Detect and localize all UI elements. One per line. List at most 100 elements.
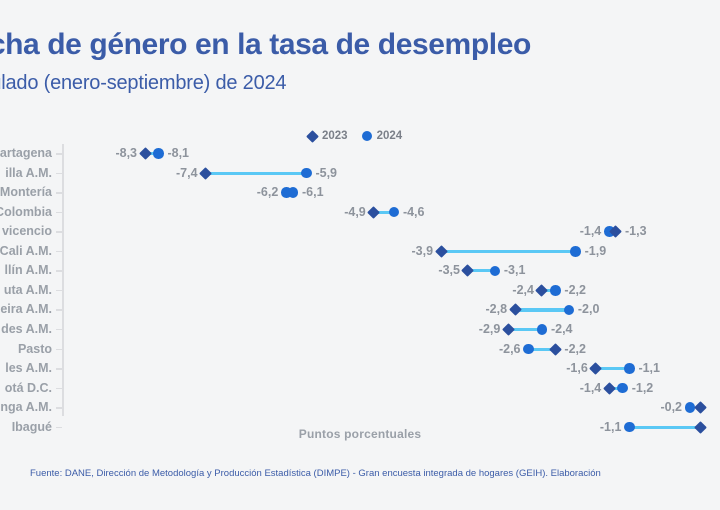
y-axis-line	[62, 144, 64, 416]
data-point-2024[interactable]	[388, 206, 400, 218]
axis-tick	[56, 250, 62, 253]
data-point-2023[interactable]	[602, 381, 616, 395]
row-label-colombia: Colombia	[0, 204, 52, 219]
data-point-2024[interactable]	[563, 304, 575, 316]
source-note: Fuente: DANE, Dirección de Metodología y…	[30, 468, 601, 479]
chart-row: eira A.M. -2,8 -2,0	[0, 300, 720, 320]
value-label-left: -0,2	[660, 400, 682, 415]
value-label-left: -6,2	[256, 185, 279, 200]
data-point-2024[interactable]	[301, 167, 312, 179]
axis-tick	[56, 231, 62, 233]
row-label-cali-a-m: Cali A.M.	[0, 243, 52, 258]
row-label-barranquilla-a-m: illa A.M.	[5, 165, 52, 180]
data-point-2024[interactable]	[287, 187, 299, 198]
data-point-2024[interactable]	[624, 421, 635, 433]
value-label-left: -2,6	[498, 341, 521, 356]
data-point-2023[interactable]	[693, 401, 707, 415]
value-label-left: -8,3	[115, 146, 137, 160]
row-label-manizales-a-m: les A.M.	[5, 361, 52, 376]
axis-tick	[56, 387, 62, 390]
row-label-c-cuta-a-m: uta A.M.	[3, 282, 52, 297]
connector-line	[541, 288, 556, 293]
value-label-right: -1,3	[624, 224, 647, 239]
axis-tick	[56, 309, 62, 311]
chart-row: uta A.M. -2,4 -2,2	[0, 281, 720, 301]
row-label-villavicencio: vicencio	[1, 224, 52, 239]
data-point-2023[interactable]	[461, 264, 475, 278]
chart-row: vicencio -1,4 -1,3	[0, 222, 720, 242]
chart-row: Montería -6,2 -6,1	[0, 183, 720, 203]
connector-line	[441, 249, 576, 253]
row-label-pasto: Pasto	[17, 341, 52, 356]
data-point-2023[interactable]	[508, 303, 522, 317]
connector-line	[629, 425, 701, 429]
row-label-pereira-a-m: eira A.M.	[0, 302, 52, 317]
axis-tick	[56, 270, 62, 272]
data-point-2023[interactable]	[367, 205, 381, 219]
diamond-marker-icon	[306, 129, 319, 143]
data-point-2024[interactable]	[617, 382, 628, 394]
value-label-left: -1,6	[566, 361, 588, 376]
data-point-2024[interactable]	[684, 402, 696, 413]
data-point-2024[interactable]	[153, 148, 164, 159]
value-label-right: -1,9	[584, 243, 607, 258]
data-point-2023[interactable]	[549, 342, 562, 356]
connector-line	[467, 269, 495, 273]
axis-tick	[56, 172, 62, 175]
axis-tick	[56, 192, 62, 194]
connector-line	[595, 367, 630, 371]
value-label-left: -3,9	[411, 243, 434, 258]
data-point-2024[interactable]	[604, 226, 615, 237]
plot-area: artagena -8,3 -8,1 illa A.M. -7,4 -5,9 Monterí…	[0, 142, 720, 434]
value-label-right: -3,1	[503, 263, 526, 278]
data-point-2024[interactable]	[570, 246, 581, 257]
value-label-left: -1,1	[599, 419, 622, 434]
value-label-left: -3,5	[438, 263, 460, 278]
chart-row: artagena -8,3 -8,1	[0, 144, 720, 164]
value-label-left: -1,4	[579, 380, 602, 395]
row-label-cartagena: artagena	[0, 146, 52, 160]
data-point-2024[interactable]	[536, 324, 548, 335]
data-point-2023[interactable]	[199, 166, 212, 180]
value-label-right: -4,6	[402, 204, 425, 219]
chart-row: nga A.M. -0,2	[0, 398, 720, 418]
data-point-2023[interactable]	[589, 362, 603, 375]
row-label-bogot-d-c: otá D.C.	[4, 380, 52, 395]
data-point-2024[interactable]	[281, 187, 292, 198]
data-point-2023[interactable]	[138, 147, 152, 160]
data-point-2024[interactable]	[624, 363, 635, 374]
chart-row: les A.M. -1,6 -1,1	[0, 359, 720, 379]
value-label-right: -1,1	[638, 361, 660, 376]
connector-line	[508, 327, 542, 332]
page-title: Brecha de género en la tasa de desempleo	[0, 28, 531, 61]
data-point-2024[interactable]	[489, 265, 501, 277]
legend-item-2023[interactable]: 2023	[306, 129, 348, 143]
data-point-2023[interactable]	[535, 283, 549, 297]
row-label-bucaramanga-a-m: nga A.M.	[0, 400, 52, 415]
value-label-right: -6,1	[302, 185, 324, 200]
axis-tick	[56, 328, 62, 331]
chart-row: Cali A.M. -3,9 -1,9	[0, 242, 720, 262]
row-label-medell-n-a-m: llín A.M.	[4, 263, 52, 278]
legend-label-2024: 2024	[376, 130, 403, 142]
axis-tick	[56, 289, 62, 292]
legend-item-2024[interactable]: 2024	[361, 130, 403, 142]
data-point-2024[interactable]	[550, 285, 561, 296]
value-label-right: -5,9	[315, 165, 338, 180]
value-label-left: -4,9	[344, 204, 366, 219]
chart-row: illa A.M. -7,4 -5,9	[0, 164, 720, 184]
data-point-2024[interactable]	[523, 343, 534, 355]
value-label-left: -1,4	[579, 224, 602, 239]
value-label-right: -2,0	[577, 302, 600, 317]
axis-tick	[56, 368, 62, 370]
circle-marker-icon	[361, 131, 372, 141]
connector-line	[145, 152, 159, 156]
legend-label-2023: 2023	[322, 130, 348, 142]
value-label-right: -2,2	[564, 282, 586, 297]
axis-tick	[56, 211, 62, 214]
value-label-right: -2,2	[564, 341, 586, 356]
data-point-2023[interactable]	[501, 323, 515, 336]
row-label-valledupar-a-m: des A.M.	[1, 321, 52, 336]
data-point-2023[interactable]	[434, 244, 448, 258]
